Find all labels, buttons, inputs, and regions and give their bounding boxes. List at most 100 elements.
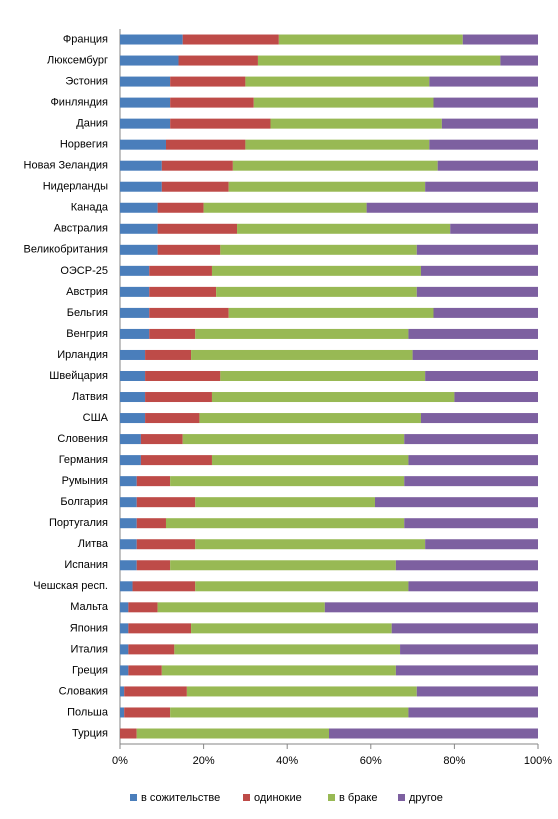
bar-segment bbox=[170, 707, 409, 718]
bar-segment bbox=[120, 707, 125, 718]
bar-segment bbox=[120, 34, 183, 45]
bar-segment bbox=[216, 286, 417, 297]
bar-segment bbox=[149, 307, 229, 318]
bar-segment bbox=[120, 581, 133, 592]
bar-segment bbox=[170, 97, 254, 108]
y-tick-label: ОЭСР-25 bbox=[60, 265, 108, 277]
bar-segment bbox=[145, 413, 200, 424]
bar-segment bbox=[228, 181, 426, 192]
bar-segment bbox=[245, 76, 430, 87]
bar-segment bbox=[120, 76, 171, 87]
y-tick-label: Норвегия bbox=[60, 139, 108, 151]
y-tick-label: Германия bbox=[59, 454, 108, 466]
bar-segment bbox=[425, 539, 538, 550]
bar-segment bbox=[195, 539, 426, 550]
bar-segment bbox=[416, 244, 538, 255]
bar-segment bbox=[120, 202, 158, 213]
bar-segment bbox=[136, 497, 196, 508]
y-tick-label: Япония bbox=[70, 622, 108, 634]
bar-segment bbox=[120, 728, 137, 739]
bar-segment bbox=[136, 539, 196, 550]
bar-segment bbox=[157, 202, 204, 213]
y-tick-label: Словения bbox=[57, 433, 108, 445]
bar-segment bbox=[195, 581, 409, 592]
y-tick-label: Великобритания bbox=[24, 244, 109, 256]
bar-segment bbox=[120, 623, 129, 634]
bar-segment bbox=[165, 139, 246, 150]
bar-segment bbox=[149, 286, 217, 297]
bar-segment bbox=[425, 181, 538, 192]
y-tick-label: Румыния bbox=[62, 475, 108, 487]
bar-segment bbox=[120, 160, 162, 171]
y-tick-label: Люксембург bbox=[47, 54, 108, 66]
bar-segment bbox=[128, 644, 175, 655]
legend-swatch bbox=[243, 794, 250, 801]
bar-segment bbox=[220, 370, 426, 381]
y-tick-label: Канада bbox=[71, 202, 109, 214]
bar-segment bbox=[124, 686, 187, 697]
bar-segment bbox=[462, 34, 538, 45]
bar-segment bbox=[454, 392, 538, 403]
bar-segment bbox=[128, 623, 192, 634]
y-tick-label: Бельгия bbox=[67, 307, 108, 319]
bar-segment bbox=[420, 265, 538, 276]
bar-segment bbox=[161, 181, 229, 192]
y-tick-label: Литва bbox=[78, 538, 109, 550]
bar-segment bbox=[157, 602, 325, 613]
bar-segment bbox=[404, 434, 538, 445]
bar-segment bbox=[136, 476, 171, 487]
bar-segment bbox=[245, 139, 430, 150]
bar-segment bbox=[170, 560, 396, 571]
y-tick-label: Словакия bbox=[59, 685, 108, 697]
bar-segment bbox=[253, 97, 434, 108]
bar-segment bbox=[120, 539, 137, 550]
bar-segment bbox=[425, 370, 538, 381]
x-tick-label: 60% bbox=[360, 755, 382, 767]
bar-segment bbox=[170, 118, 271, 129]
bar-segment bbox=[433, 97, 538, 108]
bar-segment bbox=[199, 413, 421, 424]
bar-segment bbox=[120, 644, 129, 655]
bar-segment bbox=[237, 223, 451, 234]
bar-segment bbox=[228, 307, 434, 318]
bar-segment bbox=[120, 349, 146, 360]
y-tick-label: Чешская респ. bbox=[33, 580, 108, 592]
legend-swatch bbox=[130, 794, 137, 801]
bar-segment bbox=[120, 223, 158, 234]
bar-segment bbox=[329, 728, 538, 739]
bar-segment bbox=[120, 497, 137, 508]
bar-segment bbox=[145, 370, 221, 381]
bar-segment bbox=[145, 392, 212, 403]
bar-segment bbox=[404, 518, 538, 529]
bar-segment bbox=[128, 665, 162, 676]
bar-segment bbox=[408, 707, 538, 718]
bar-segment bbox=[140, 434, 183, 445]
bar-segment bbox=[120, 370, 146, 381]
bar-segment bbox=[395, 560, 538, 571]
legend-label: другое bbox=[409, 792, 443, 804]
y-tick-label: Австралия bbox=[54, 223, 108, 235]
y-tick-label: Португалия bbox=[49, 517, 108, 529]
bar-segment bbox=[128, 602, 158, 613]
bar-segment bbox=[257, 55, 501, 66]
x-tick-label: 100% bbox=[524, 755, 552, 767]
y-tick-label: Болгария bbox=[60, 496, 108, 508]
bar-segment bbox=[120, 665, 129, 676]
legend-label: одинокие bbox=[254, 792, 302, 804]
bar-segment bbox=[408, 455, 538, 466]
bar-segment bbox=[120, 434, 141, 445]
bar-segment bbox=[120, 286, 150, 297]
bar-segment bbox=[120, 118, 171, 129]
bar-segment bbox=[120, 265, 150, 276]
legend-swatch bbox=[328, 794, 335, 801]
x-tick-label: 40% bbox=[276, 755, 298, 767]
bar-segment bbox=[149, 328, 196, 339]
bar-segment bbox=[191, 623, 392, 634]
bar-segment bbox=[203, 202, 367, 213]
y-tick-label: Дания bbox=[76, 118, 108, 130]
y-tick-label: Швейцария bbox=[49, 370, 108, 382]
bar-segment bbox=[120, 307, 150, 318]
y-tick-label: США bbox=[83, 412, 109, 424]
bar-segment bbox=[433, 307, 538, 318]
bar-segment bbox=[124, 707, 171, 718]
